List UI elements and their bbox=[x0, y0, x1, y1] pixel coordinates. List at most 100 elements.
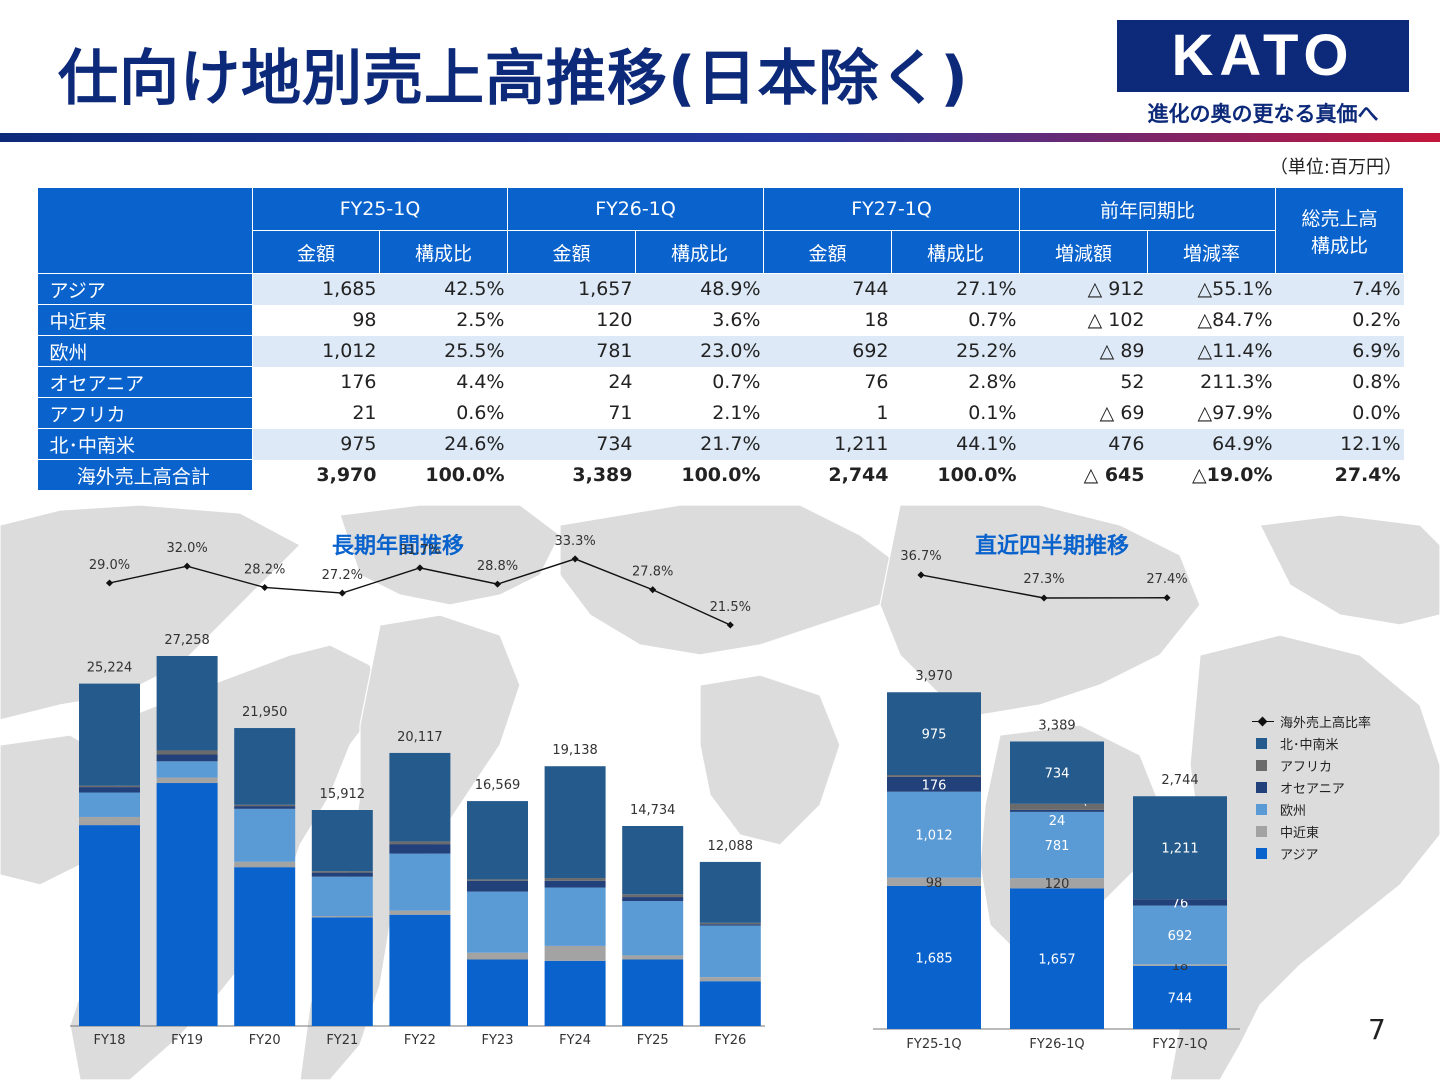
legend-label: アフリカ bbox=[1280, 759, 1333, 775]
long-term-bar-segment bbox=[467, 880, 528, 892]
long-term-ratio-point bbox=[183, 562, 191, 570]
legend-label: 中近東 bbox=[1280, 825, 1320, 841]
long-term-total-label: 20,117 bbox=[397, 730, 443, 745]
region-label: 欧州 bbox=[37, 335, 253, 367]
table-cell: 100.0% bbox=[425, 464, 505, 486]
table-cell: 1 bbox=[876, 402, 889, 424]
table-cell: 4.4% bbox=[456, 371, 505, 393]
table-cell: 975 bbox=[252, 428, 380, 460]
long-term-bar-segment bbox=[156, 754, 218, 762]
quarterly-bar-segment bbox=[887, 791, 981, 878]
table-cell: 100.0% bbox=[681, 464, 761, 486]
sub-header: 増減率 bbox=[1146, 230, 1277, 274]
legend-swatch bbox=[1256, 847, 1267, 859]
table-cell: △11.4% bbox=[1147, 335, 1276, 367]
quarterly-chart-title: 直近四半期推移 bbox=[975, 534, 1130, 559]
total-ratio-header: 総売上高 構成比 bbox=[1275, 187, 1405, 274]
long-term-total-label: 19,138 bbox=[552, 743, 598, 758]
period-header: FY27-1Q bbox=[763, 187, 1020, 231]
table-cell: 6.9% bbox=[1275, 335, 1404, 367]
quarterly-bar-segment bbox=[1010, 741, 1104, 804]
chart-legend: 海外売上高比率 北･中南米 アフリカ オセアニア 欧州 中近東 アジア bbox=[1252, 710, 1371, 864]
table-cell: 7.4% bbox=[1275, 273, 1404, 305]
table-cell: △55.1% bbox=[1147, 273, 1276, 305]
quarterly-segment-label: 1,012 bbox=[915, 829, 952, 844]
quarterly-bar-segment bbox=[1010, 803, 1104, 810]
long-term-tick-label: FY23 bbox=[482, 1033, 514, 1048]
long-term-bar-segment bbox=[311, 917, 373, 1026]
table-cell: 744 bbox=[763, 273, 892, 305]
region-label: 海外売上高合計 bbox=[37, 459, 253, 491]
long-term-bar-segment bbox=[389, 752, 451, 842]
long-term-bar-segment bbox=[389, 914, 451, 1026]
long-term-bar-segment bbox=[622, 897, 684, 902]
quarterly-ratio-point bbox=[917, 571, 925, 579]
table-cell: 0.6% bbox=[456, 402, 505, 424]
region-label: オセアニア bbox=[37, 366, 253, 398]
table-row: 海外売上高合計 3,970 100.0% 3,389 100.0% 2,744 100.0%… bbox=[37, 459, 1404, 491]
quarterly-segment-label: 120 bbox=[1045, 877, 1070, 892]
table-cell: 27.4% bbox=[1334, 464, 1401, 486]
table-row: オセアニア 176 4.4% 24 0.7% 76 2.8% 52 211.3% 0.8% bbox=[37, 366, 1404, 398]
table-cell: 734 bbox=[507, 428, 636, 460]
table-body: アジア 1,685 42.5% 1,657 48.9% 744 27.1% △ 912 △55.… bbox=[37, 273, 1404, 491]
long-term-total-label: 16,569 bbox=[475, 778, 521, 793]
long-term-bar-segment bbox=[234, 728, 296, 805]
legend-item: 海外売上高比率 bbox=[1252, 710, 1371, 732]
sales-by-region-table: FY25-1Q FY26-1Q FY27-1Q 前年同期比 総売上高 構成比 金額… bbox=[37, 187, 1405, 491]
long-term-bar-segment bbox=[156, 777, 218, 784]
long-term-bar-segment bbox=[467, 879, 528, 881]
table-cell: 1,657 bbox=[507, 273, 636, 305]
quarterly-bar-segment bbox=[1133, 796, 1227, 900]
long-term-tick-label: FY19 bbox=[171, 1033, 203, 1048]
quarterly-bar-segment bbox=[1133, 965, 1227, 1029]
long-term-tick-label: FY24 bbox=[559, 1033, 591, 1048]
table-cell: 2.1% bbox=[712, 402, 761, 424]
long-term-bar-segment bbox=[467, 959, 528, 1026]
quarterly-segment-label: 98 bbox=[926, 876, 943, 891]
table-cell: △97.9% bbox=[1197, 402, 1273, 424]
long-term-bar-segment bbox=[622, 955, 684, 960]
quarterly-ratio-label: 36.7% bbox=[900, 549, 941, 564]
long-term-total-label: 15,912 bbox=[320, 787, 366, 802]
table-cell: 1,211 bbox=[763, 428, 892, 460]
table-cell: 21 bbox=[352, 402, 377, 424]
region-label: アジア bbox=[37, 273, 253, 305]
world-map-background bbox=[0, 505, 1440, 1080]
long-term-bar-segment bbox=[389, 844, 451, 854]
long-term-ratio-point bbox=[571, 555, 579, 563]
table-cell: 176 bbox=[340, 371, 377, 393]
table-cell: 2.5% bbox=[456, 309, 505, 331]
quarterly-segment-label: 76 bbox=[1172, 896, 1189, 911]
table-cell: 0.1% bbox=[968, 402, 1017, 424]
quarterly-segment-label: 1,685 bbox=[915, 951, 952, 966]
quarterly-bar-segment bbox=[1133, 905, 1227, 965]
table-cell: △ 645 bbox=[1083, 464, 1145, 486]
quarterly-segment-label: 734 bbox=[1045, 767, 1070, 782]
long-term-bar-segment bbox=[311, 872, 373, 877]
table-row: 欧州 1,012 25.5% 781 23.0% 692 25.2% △ 89 △11.4% 6.… bbox=[37, 335, 1404, 367]
table-cell: △ 69 bbox=[1099, 402, 1145, 424]
long-term-bar-segment bbox=[311, 810, 373, 872]
long-term-bar-segment bbox=[79, 683, 140, 786]
table-cell: 25.5% bbox=[379, 335, 508, 367]
quarterly-bar-segment bbox=[1010, 878, 1104, 889]
legend-line-marker bbox=[1252, 716, 1274, 727]
table-cell: 64.9% bbox=[1147, 428, 1276, 460]
legend-label: オセアニア bbox=[1280, 781, 1345, 797]
long-term-bar-segment bbox=[622, 959, 684, 1026]
quarterly-tick-label: FY27-1Q bbox=[1152, 1037, 1207, 1052]
long-term-bar-segment bbox=[234, 867, 296, 1026]
long-term-ratio-point bbox=[493, 580, 502, 588]
quarterly-bar-segment bbox=[1010, 888, 1104, 1029]
region-label: 北･中南米 bbox=[37, 428, 253, 460]
quarterly-tick-label: FY26-1Q bbox=[1029, 1037, 1084, 1052]
table-cell: 100.0% bbox=[937, 464, 1017, 486]
kato-logo: KATO bbox=[1117, 20, 1409, 92]
long-term-ratio-label: 21.5% bbox=[710, 600, 751, 615]
table-cell: 0.7% bbox=[712, 371, 761, 393]
table-cell: 476 bbox=[1019, 428, 1148, 460]
table-cell: 0.0% bbox=[1352, 402, 1401, 424]
quarterly-segment-label: 1,211 bbox=[1161, 842, 1198, 857]
table-cell: 1,012 bbox=[252, 335, 380, 367]
